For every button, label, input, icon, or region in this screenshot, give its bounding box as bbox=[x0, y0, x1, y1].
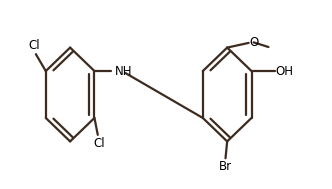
Text: Cl: Cl bbox=[29, 39, 40, 52]
Text: Cl: Cl bbox=[94, 137, 105, 150]
Text: Br: Br bbox=[219, 160, 232, 173]
Text: OH: OH bbox=[275, 65, 293, 77]
Text: NH: NH bbox=[115, 65, 133, 77]
Text: O: O bbox=[249, 36, 258, 49]
